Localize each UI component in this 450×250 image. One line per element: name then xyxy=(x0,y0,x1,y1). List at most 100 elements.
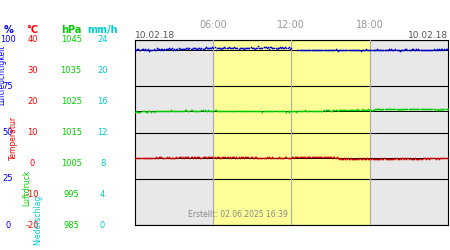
Point xyxy=(209,155,216,159)
Point xyxy=(349,157,356,161)
Point xyxy=(441,107,448,111)
Point xyxy=(362,157,369,161)
Point xyxy=(186,108,193,112)
Point xyxy=(211,108,218,112)
Point xyxy=(273,109,280,113)
Point xyxy=(199,108,206,112)
Point xyxy=(266,46,273,50)
Point xyxy=(396,156,403,160)
Text: °C: °C xyxy=(27,25,38,35)
Point xyxy=(410,107,418,111)
Point xyxy=(230,109,237,113)
Point xyxy=(436,108,443,112)
Point xyxy=(387,157,394,161)
Point xyxy=(410,48,418,52)
Point xyxy=(395,48,402,52)
Point xyxy=(157,155,164,159)
Point xyxy=(340,48,347,52)
Point xyxy=(284,156,291,160)
Point xyxy=(217,156,225,160)
Point xyxy=(134,48,141,52)
Point xyxy=(238,109,245,113)
Point xyxy=(300,48,307,52)
Point xyxy=(243,109,250,113)
Point xyxy=(313,48,320,52)
Point xyxy=(413,47,420,51)
Point xyxy=(433,108,441,112)
Point xyxy=(272,109,279,113)
Point xyxy=(150,47,157,51)
Point xyxy=(140,156,147,160)
Point xyxy=(318,155,325,159)
Point xyxy=(356,48,363,52)
Text: 10.02.18: 10.02.18 xyxy=(408,31,448,40)
Point xyxy=(328,48,336,52)
Point xyxy=(140,110,147,114)
Point xyxy=(135,156,142,160)
Point xyxy=(407,156,414,160)
Point xyxy=(304,156,311,160)
Point xyxy=(237,155,244,159)
Point xyxy=(203,156,211,160)
Point xyxy=(415,157,422,161)
Point xyxy=(372,108,379,112)
Point xyxy=(382,107,389,111)
Point xyxy=(398,48,405,52)
Point xyxy=(312,109,319,113)
Point xyxy=(354,108,361,112)
Point xyxy=(203,109,211,113)
Point xyxy=(393,107,400,111)
Point xyxy=(164,156,171,160)
Point xyxy=(135,110,142,114)
Point xyxy=(309,109,316,113)
Point xyxy=(181,47,189,51)
Point xyxy=(259,110,266,114)
Point xyxy=(397,48,405,52)
Point xyxy=(189,109,196,113)
Point xyxy=(239,155,247,159)
Point xyxy=(178,47,185,51)
Point xyxy=(202,46,209,50)
Point xyxy=(227,46,234,50)
Point xyxy=(344,108,351,112)
Point xyxy=(225,156,232,160)
Point xyxy=(345,48,352,52)
Point xyxy=(394,156,401,160)
Point xyxy=(348,108,356,112)
Point xyxy=(221,45,228,49)
Point xyxy=(194,109,201,113)
Point xyxy=(360,157,368,161)
Text: Luftfeuchtigkeit: Luftfeuchtigkeit xyxy=(0,45,6,105)
Point xyxy=(341,156,348,160)
Point xyxy=(410,107,417,111)
Point xyxy=(266,109,273,113)
Point xyxy=(336,108,343,112)
Point xyxy=(229,156,236,160)
Point xyxy=(234,109,241,113)
Point xyxy=(170,156,177,160)
Point xyxy=(312,48,319,52)
Point xyxy=(315,48,322,52)
Point xyxy=(351,108,359,112)
Point xyxy=(384,107,392,111)
Point xyxy=(353,157,360,161)
Point xyxy=(275,155,283,159)
Point xyxy=(349,108,356,112)
Point xyxy=(153,46,160,50)
Point xyxy=(255,109,262,113)
Point xyxy=(159,47,166,51)
Point xyxy=(420,108,427,112)
Point xyxy=(300,155,307,159)
Point xyxy=(332,47,339,51)
Point xyxy=(361,108,369,112)
Point xyxy=(173,109,180,113)
Point xyxy=(432,48,439,52)
Point xyxy=(331,108,338,112)
Point xyxy=(159,109,166,113)
Point xyxy=(246,156,253,160)
Point xyxy=(442,156,449,160)
Point xyxy=(207,46,214,50)
Point xyxy=(358,157,365,161)
Point xyxy=(441,47,448,51)
Point xyxy=(243,156,251,160)
